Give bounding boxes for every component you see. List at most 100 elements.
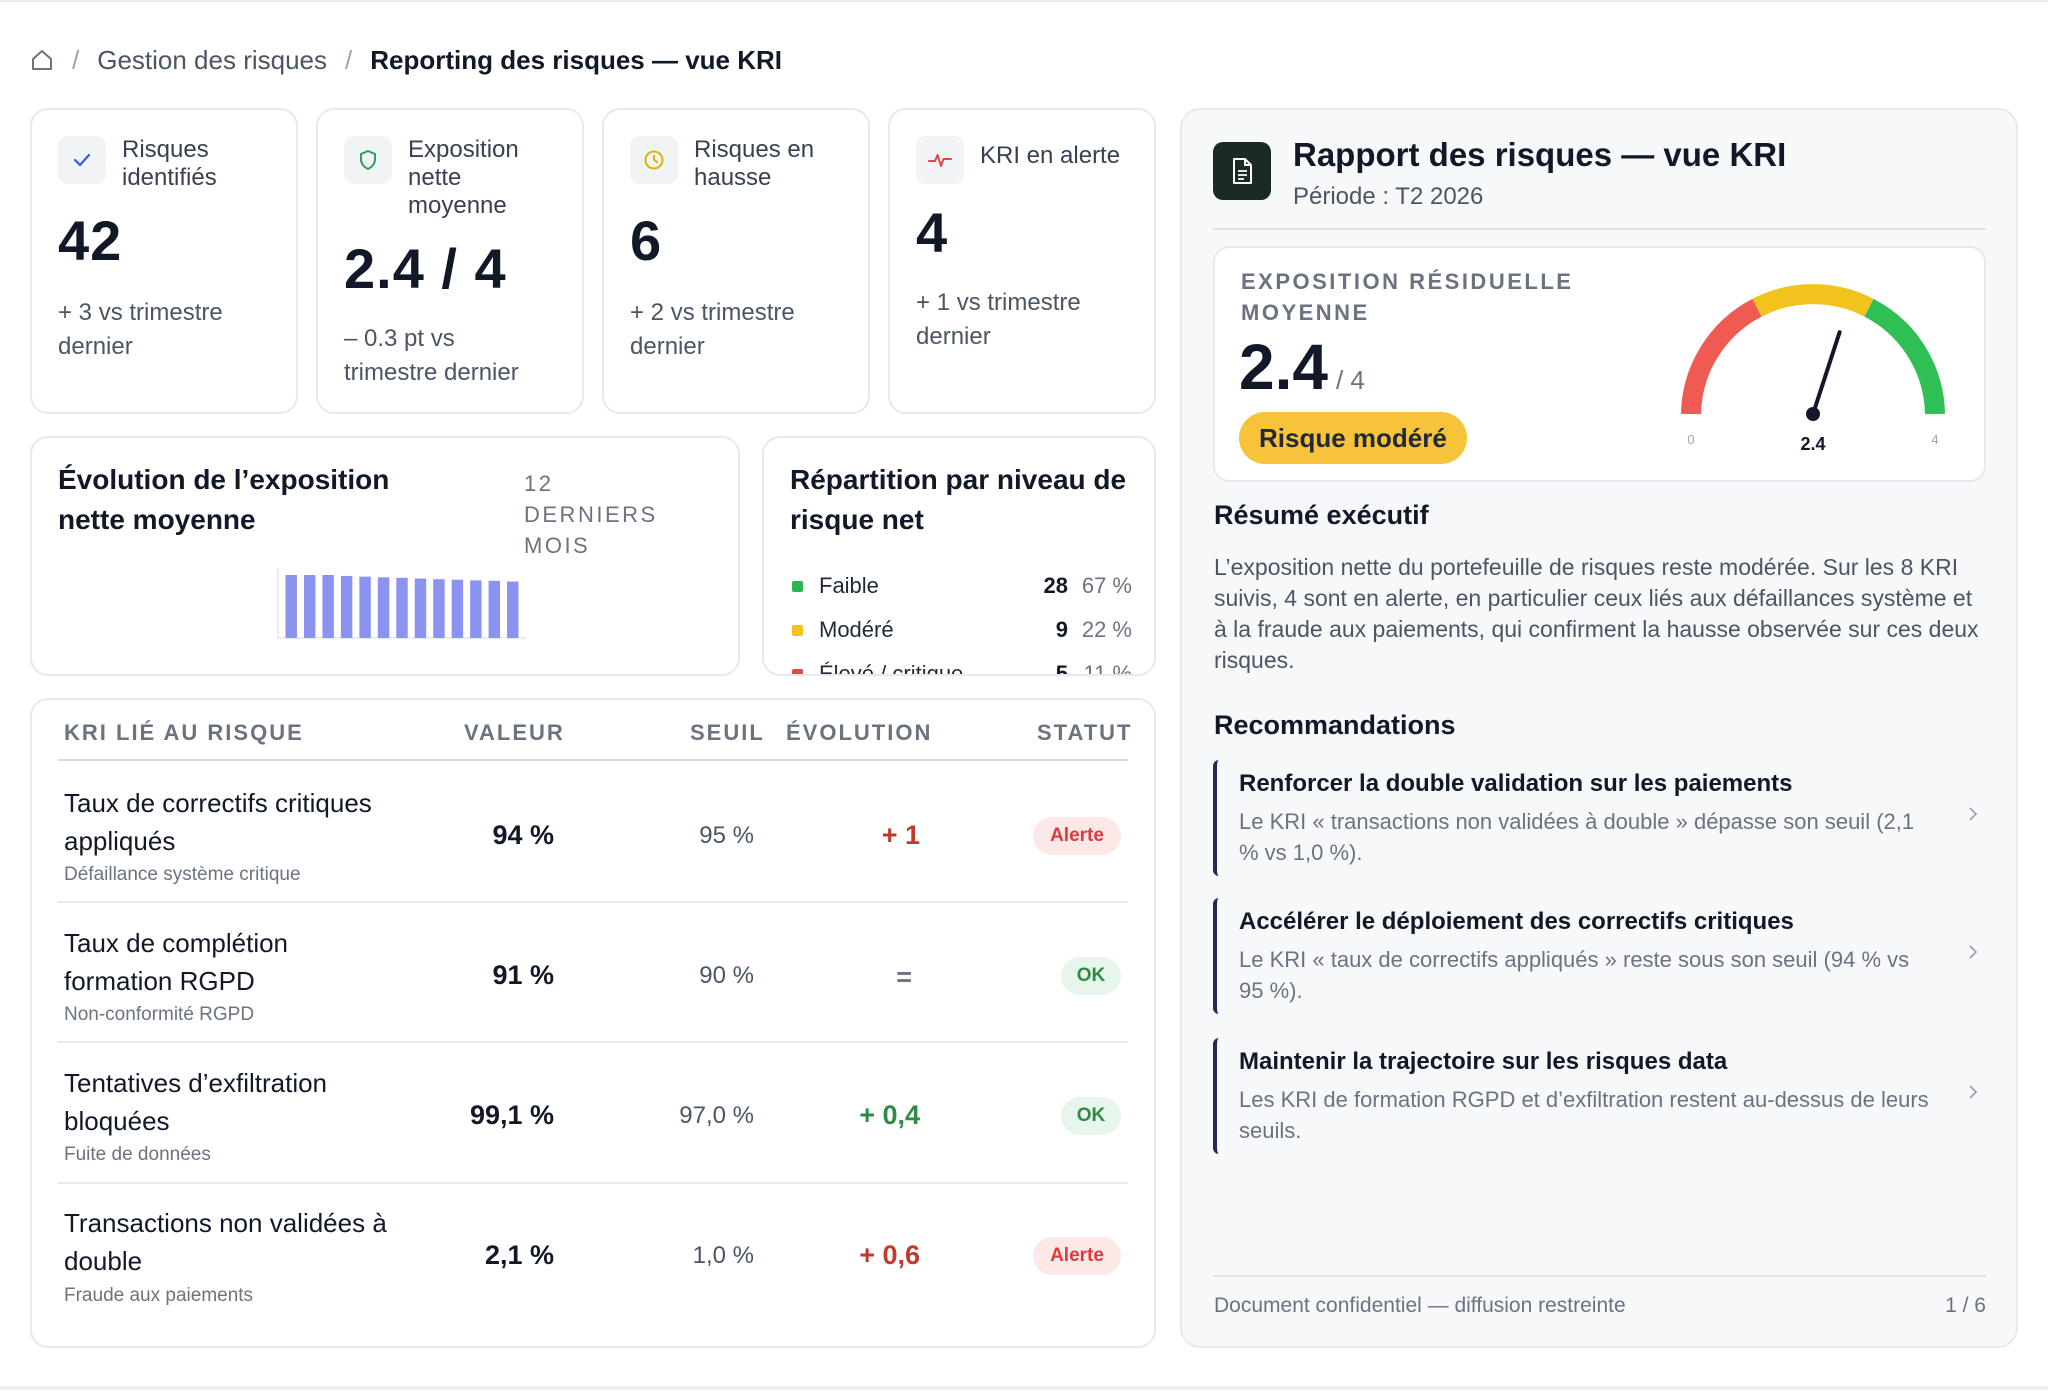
gauge-segment-high (1864, 298, 1945, 415)
legend-swatch (792, 624, 803, 636)
kri-risk: Fraude aux paiements (64, 1285, 254, 1306)
recommendation-desc: Le KRI « taux de correctifs appliqués » … (1239, 947, 1910, 1003)
status-badge-ok: OK (1061, 957, 1121, 995)
chevron-right-icon (1969, 1085, 1978, 1099)
legend-label: Élevé / critique (819, 661, 964, 676)
legend-item-faible: Faible 28 67 % (792, 570, 1132, 602)
pulse-icon (916, 136, 964, 184)
kpi-card-exposition-nette[interactable]: Exposition nette moyenne 2.4 / 4 – 0.3 p… (316, 108, 584, 414)
report-period: Période : T2 2026 (1293, 183, 1484, 210)
chart-bar (377, 577, 390, 638)
kri-name: Taux de correctifs critiques appliqués (64, 788, 372, 856)
chart-bar (396, 577, 408, 638)
kpi-value: 2.4 / 4 (344, 237, 507, 300)
breadcrumb-link-parent[interactable]: Gestion des risques (97, 44, 328, 75)
status-badge-alerte: Alerte (1033, 1237, 1121, 1275)
kpi-label: Exposition nette moyenne (408, 136, 519, 219)
report-footer-divider (1213, 1275, 1986, 1277)
chart-bar (433, 579, 445, 638)
chart-bar (488, 580, 501, 638)
evolution-bar-chart (277, 568, 526, 639)
summary-text: L’exposition nette du portefeuille de ri… (1214, 554, 1979, 673)
summary-title: Résumé exécutif (1214, 500, 1429, 530)
gauge-min-label: 0 (1687, 432, 1694, 447)
recommendation-desc: Le KRI « transactions non validées à dou… (1239, 809, 1915, 865)
legend-item-eleve: Élevé / critique 5 11 % (792, 658, 1132, 676)
kri-name: Transactions non validées à double (64, 1208, 387, 1276)
gauge-value-label: 2.4 (1800, 434, 1825, 454)
kri-name: Tentatives d’exfiltration bloquées (64, 1068, 328, 1136)
footer-confidential: Document confidentiel — diffusion restre… (1214, 1294, 1626, 1317)
gauge-segment-medium (1752, 284, 1874, 317)
column-header-seuil: SEUIL (690, 720, 765, 745)
home-icon[interactable] (30, 48, 54, 72)
kpi-label: Risques en hausse (694, 136, 815, 191)
recommendation-item[interactable]: Accélérer le déploiement des correctifs … (1213, 898, 1983, 1014)
chart-bar (303, 575, 316, 638)
status-badge-alerte: Alerte (1033, 817, 1121, 855)
column-header-kri: KRI LIÉ AU RISQUE (64, 720, 304, 745)
row-divider (58, 1182, 1128, 1184)
legend-count: 5 (1055, 661, 1068, 676)
recommendation-item[interactable]: Renforcer la double validation sur les p… (1213, 760, 1983, 876)
kri-table-card (30, 698, 1156, 1348)
chart-bar (507, 581, 519, 638)
kpi-card-risques-identifies[interactable]: Risques identifiés 42 + 3 vs trimestre d… (30, 108, 298, 414)
kpi-card-risques-en-hausse[interactable]: Risques en hausse 6 + 2 vs trimestre der… (602, 108, 870, 414)
chart-bar (322, 575, 334, 638)
kri-risk: Non-conformité RGPD (64, 1004, 255, 1025)
shield-icon (344, 136, 392, 184)
chart-bar (414, 578, 427, 638)
clock-icon (630, 136, 678, 184)
repartition-card: Répartition par niveau de risque net Fai… (762, 436, 1156, 676)
legend-percent: 67 % (1081, 573, 1132, 598)
report-title: Rapport des risques — vue KRI (1293, 136, 1787, 173)
kri-value: 99,1 % (469, 1100, 554, 1130)
kri-evolution: = (896, 962, 912, 992)
risk-level-badge: Risque modéré (1239, 412, 1467, 464)
legend-swatch (792, 668, 803, 674)
gauge-segment-low (1681, 298, 1762, 415)
kpi-delta: + 1 vs trimestre dernier (916, 289, 1081, 350)
gauge-max-label: 4 (1931, 432, 1938, 447)
legend-item-modere: Modéré 9 22 % (792, 614, 1132, 646)
legend-swatch (792, 580, 803, 592)
legend-percent: 11 % (1083, 661, 1132, 676)
row-divider (58, 1041, 1128, 1043)
column-header-statut: STATUT (1037, 720, 1133, 745)
recommendation-item[interactable]: Maintenir la trajectoire sur les risques… (1213, 1038, 1983, 1154)
chevron-right-icon (1969, 945, 1978, 959)
table-header-divider (58, 759, 1128, 761)
kpi-card-kri-en-alerte[interactable]: KRI en alerte 4 + 1 vs trimestre dernier (888, 108, 1156, 414)
legend-count: 9 (1055, 617, 1068, 642)
exposure-label: EXPOSITION RÉSIDUELLE MOYENNE (1241, 269, 1574, 325)
page-indicator: 1 / 6 (1945, 1294, 1986, 1317)
column-header-valeur: VALEUR (464, 720, 565, 745)
column-header-evolution: ÉVOLUTION (786, 720, 933, 745)
kpi-value: 4 (916, 201, 949, 264)
breadcrumb-current: Reporting des risques — vue KRI (370, 44, 783, 75)
recommendation-title: Accélérer le déploiement des correctifs … (1239, 908, 1794, 935)
breadcrumb-separator: / (345, 44, 353, 75)
kpi-label: Risques identifiés (122, 136, 217, 191)
chart-bar (470, 580, 482, 638)
evolution-title: Évolution de l’exposition nette moyenne (58, 464, 390, 535)
exposure-value: 2.4 / 4 (1239, 330, 1365, 404)
kri-risk: Défaillance système critique (64, 864, 301, 885)
exposure-number: 2.4 (1239, 331, 1328, 403)
chart-bar (340, 575, 353, 638)
check-icon (58, 136, 106, 184)
kri-value: 91 % (492, 960, 554, 990)
kri-threshold: 90 % (699, 962, 754, 989)
legend-count: 28 (1043, 573, 1068, 598)
evolution-card: Évolution de l’exposition nette moyenne … (30, 436, 740, 676)
legend-percent: 22 % (1081, 617, 1132, 642)
kri-risk: Fuite de données (64, 1144, 211, 1165)
kri-evolution: + 0,4 (859, 1100, 920, 1130)
kri-value: 94 % (492, 820, 554, 850)
recommendations-title: Recommandations (1214, 710, 1456, 740)
legend-label: Modéré (819, 617, 894, 642)
chart-bar (285, 575, 297, 638)
kri-threshold: 95 % (699, 822, 754, 849)
report-header-divider (1213, 228, 1986, 230)
